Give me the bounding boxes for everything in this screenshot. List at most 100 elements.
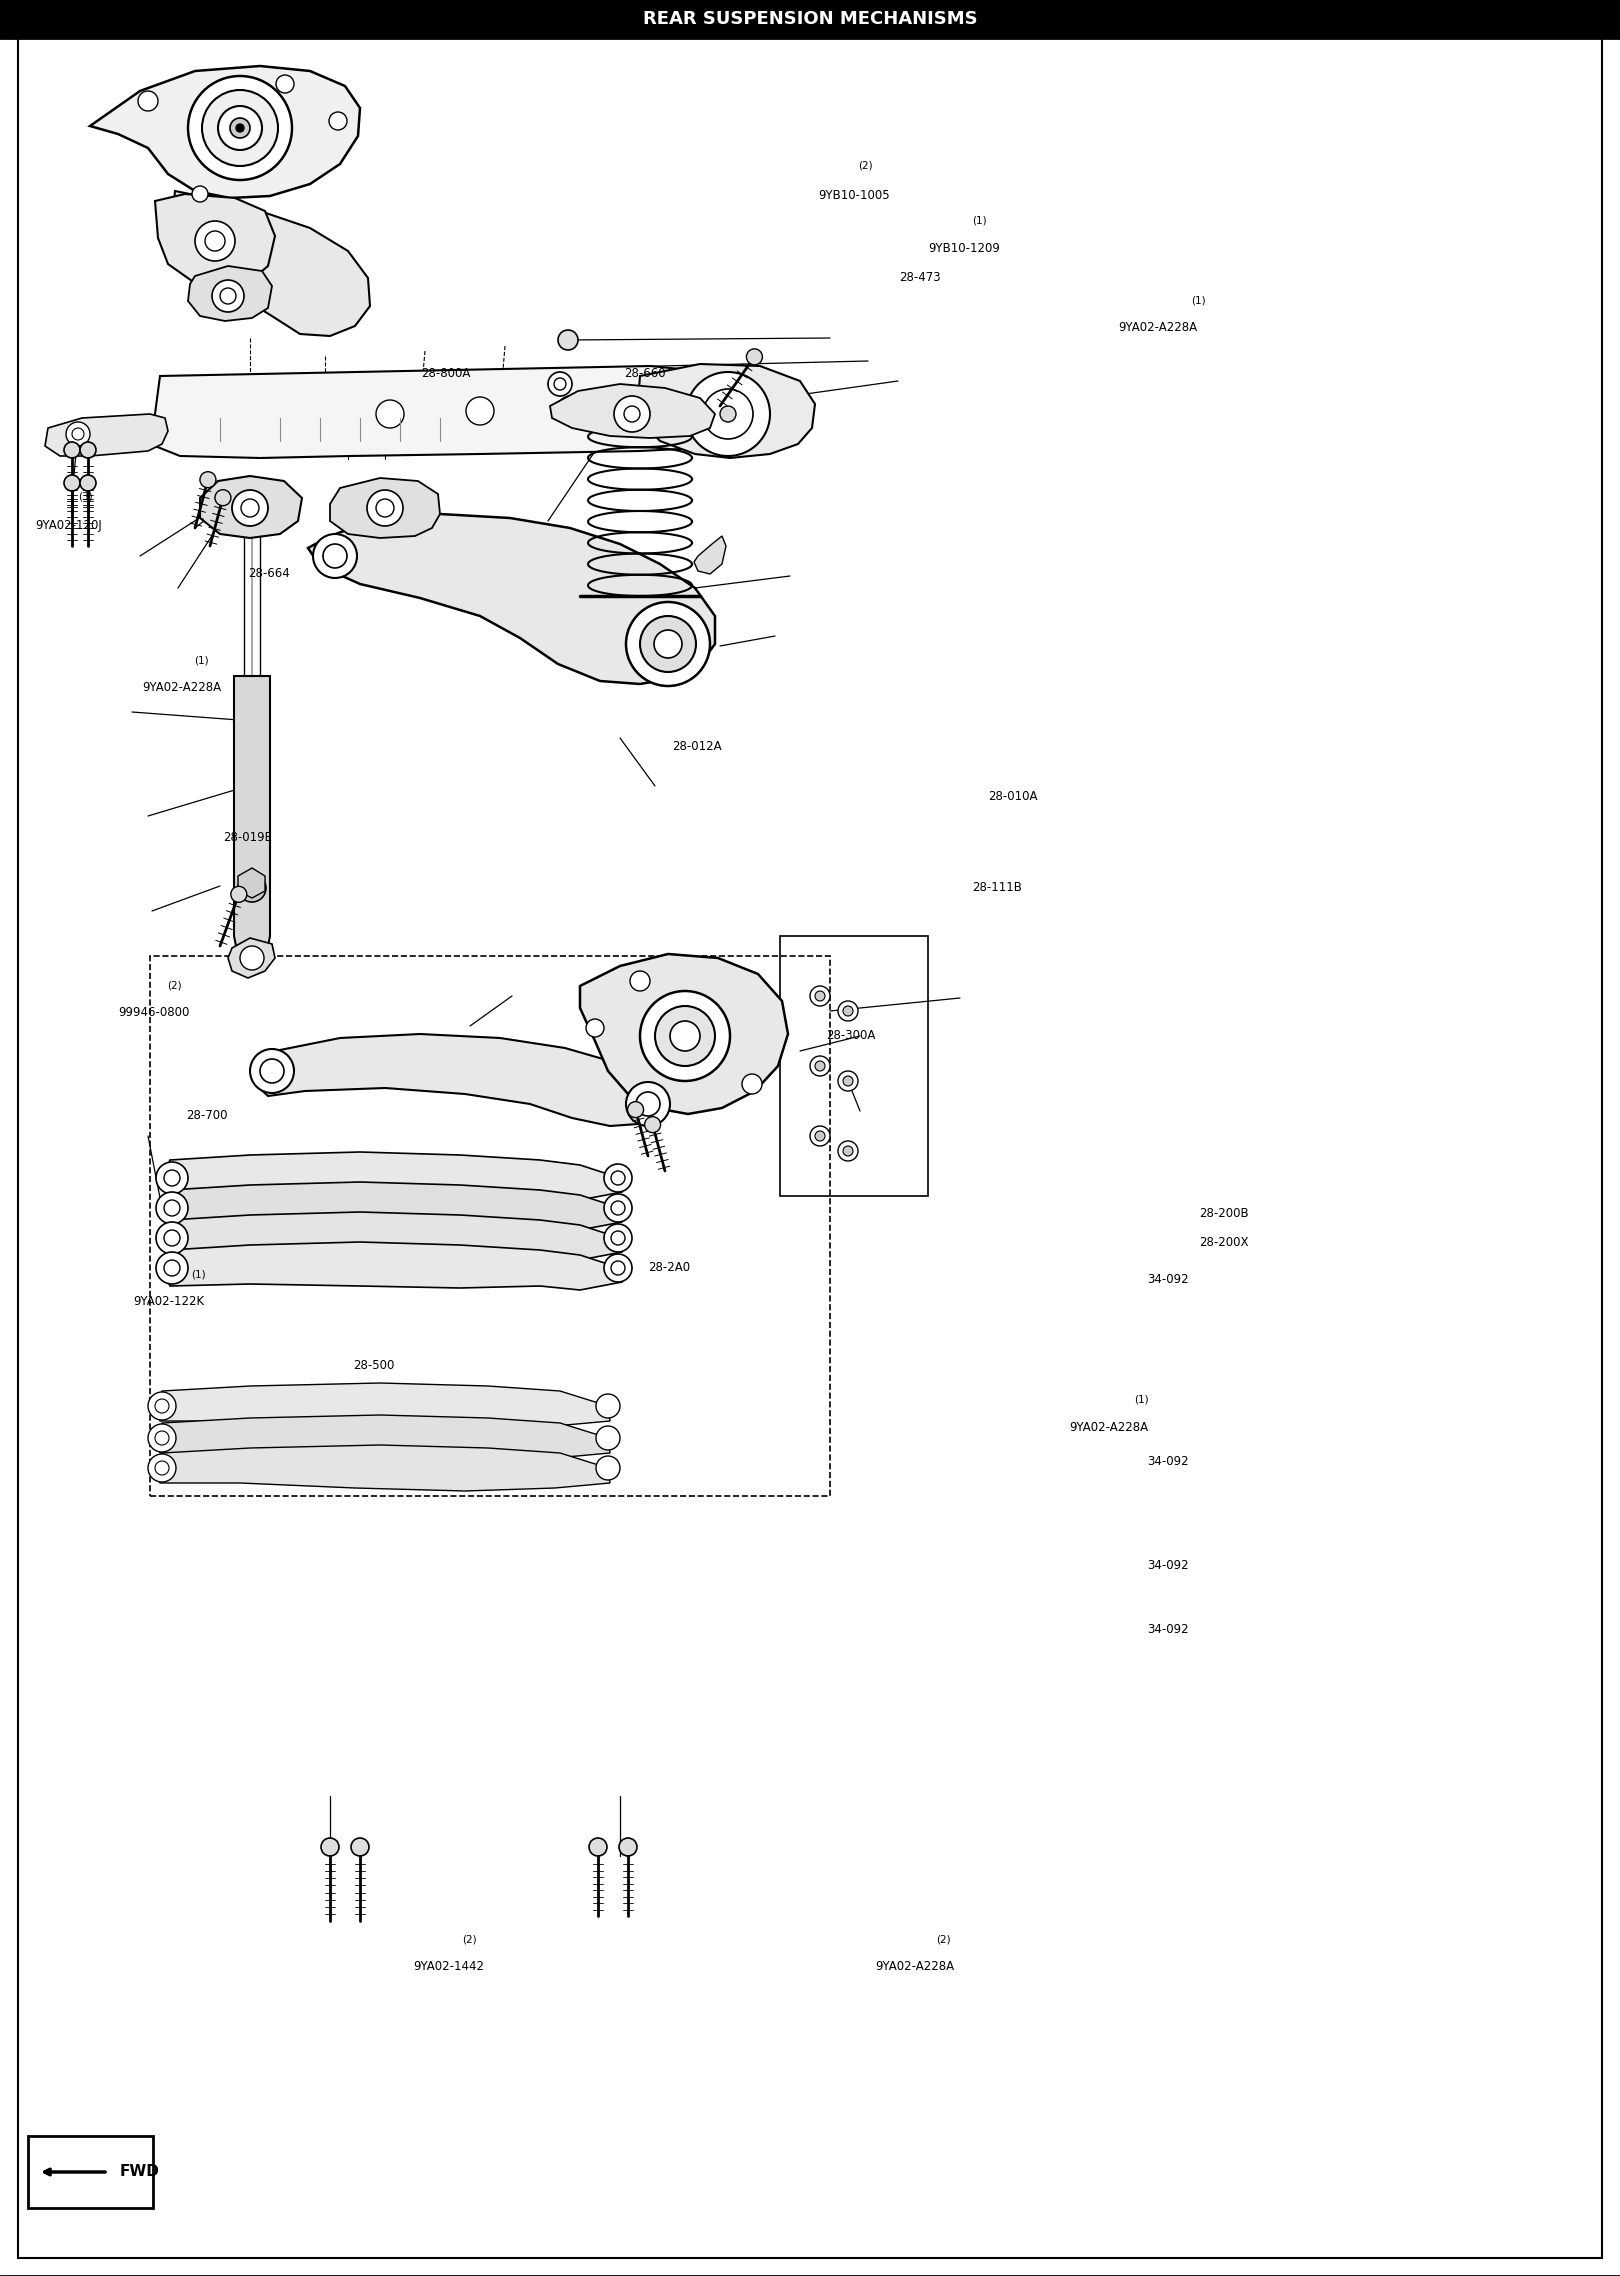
Text: (1): (1): [1191, 296, 1205, 305]
Text: FWD: FWD: [120, 2164, 160, 2180]
Text: 28-473: 28-473: [899, 271, 941, 284]
Circle shape: [65, 442, 79, 457]
Circle shape: [842, 1006, 854, 1015]
Bar: [779, 935, 928, 1195]
Circle shape: [147, 1425, 177, 1452]
Text: 28-300A: 28-300A: [826, 1029, 875, 1042]
Circle shape: [164, 1199, 180, 1215]
Polygon shape: [551, 385, 714, 437]
Circle shape: [554, 378, 565, 389]
Polygon shape: [233, 676, 271, 956]
Circle shape: [557, 396, 582, 421]
Polygon shape: [162, 1152, 622, 1199]
Text: 34-092: 34-092: [1147, 1559, 1189, 1573]
Circle shape: [147, 1454, 177, 1482]
Circle shape: [630, 972, 650, 990]
Text: 28-800A: 28-800A: [421, 366, 470, 380]
Circle shape: [810, 1056, 829, 1077]
Circle shape: [313, 535, 356, 578]
Circle shape: [810, 986, 829, 1006]
Text: 28-700: 28-700: [186, 1108, 228, 1122]
Polygon shape: [228, 938, 275, 979]
Text: 28-111B: 28-111B: [972, 881, 1022, 894]
Text: (1): (1): [1134, 1395, 1149, 1404]
Circle shape: [215, 489, 232, 505]
Text: (1): (1): [191, 1270, 206, 1279]
Circle shape: [206, 230, 225, 250]
Circle shape: [467, 396, 494, 426]
Circle shape: [637, 1092, 659, 1115]
Text: 9YB10-1209: 9YB10-1209: [928, 241, 1000, 255]
Text: 28-010A: 28-010A: [988, 790, 1038, 803]
Circle shape: [376, 401, 403, 428]
Polygon shape: [580, 954, 787, 1113]
Circle shape: [842, 1147, 854, 1156]
Circle shape: [164, 1261, 180, 1277]
Text: 28-019E: 28-019E: [224, 831, 272, 844]
Text: 28-664: 28-664: [248, 567, 290, 580]
Circle shape: [352, 1839, 369, 1855]
Text: 34-092: 34-092: [1147, 1272, 1189, 1286]
Circle shape: [188, 75, 292, 180]
Text: 28-012A: 28-012A: [672, 740, 723, 753]
Circle shape: [156, 1252, 188, 1284]
Circle shape: [79, 442, 96, 457]
Circle shape: [156, 1432, 168, 1445]
Circle shape: [79, 476, 96, 492]
Circle shape: [586, 1020, 604, 1038]
Circle shape: [624, 405, 640, 421]
Text: (2): (2): [462, 1935, 476, 1944]
Text: (2): (2): [167, 981, 181, 990]
Text: 34-092: 34-092: [1147, 1454, 1189, 1468]
Polygon shape: [45, 414, 168, 455]
Circle shape: [241, 498, 259, 517]
Bar: [151, 956, 829, 1495]
Circle shape: [596, 1457, 620, 1479]
Circle shape: [604, 1163, 632, 1193]
Circle shape: [838, 1001, 859, 1022]
Circle shape: [202, 91, 279, 166]
Circle shape: [237, 123, 245, 132]
Polygon shape: [188, 266, 272, 321]
Text: 9YA02-A228A: 9YA02-A228A: [875, 1960, 954, 1973]
Circle shape: [685, 371, 770, 455]
Text: 28-200B: 28-200B: [1199, 1206, 1249, 1220]
Circle shape: [604, 1224, 632, 1252]
Circle shape: [66, 421, 91, 446]
Circle shape: [194, 221, 235, 262]
Circle shape: [625, 1081, 671, 1127]
Circle shape: [156, 1461, 168, 1475]
Text: 9YA02-A228A: 9YA02-A228A: [1069, 1420, 1149, 1434]
Polygon shape: [156, 193, 275, 287]
Text: 9YA02-122K: 9YA02-122K: [133, 1295, 204, 1309]
Circle shape: [230, 885, 246, 901]
Circle shape: [838, 1072, 859, 1090]
Circle shape: [548, 371, 572, 396]
Text: (2): (2): [859, 159, 873, 171]
Circle shape: [164, 1170, 180, 1186]
Bar: [28, 2135, 152, 2208]
Circle shape: [156, 1163, 188, 1195]
Text: 99946-0800: 99946-0800: [118, 1006, 190, 1020]
Circle shape: [619, 1839, 637, 1855]
Circle shape: [156, 1400, 168, 1413]
Polygon shape: [199, 476, 301, 537]
Circle shape: [703, 389, 753, 439]
Text: 9YB10-1005: 9YB10-1005: [818, 189, 889, 203]
Circle shape: [238, 874, 266, 901]
Text: 28-500: 28-500: [353, 1359, 395, 1372]
Circle shape: [596, 1427, 620, 1450]
Polygon shape: [638, 364, 815, 457]
Text: 28-200X: 28-200X: [1199, 1236, 1249, 1250]
Circle shape: [640, 990, 731, 1081]
Polygon shape: [156, 1445, 611, 1491]
Circle shape: [240, 947, 264, 970]
Circle shape: [245, 881, 259, 894]
Circle shape: [557, 330, 578, 351]
Circle shape: [596, 1393, 620, 1418]
Text: 9YA02-120J: 9YA02-120J: [36, 519, 102, 533]
Circle shape: [199, 471, 215, 487]
Polygon shape: [308, 514, 714, 685]
Bar: [0, 0, 1620, 39]
Circle shape: [838, 1140, 859, 1161]
